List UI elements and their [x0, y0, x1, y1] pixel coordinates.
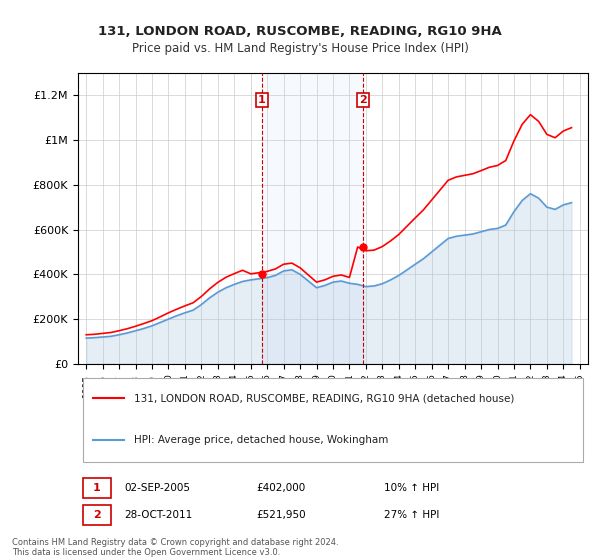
Text: 10% ↑ HPI: 10% ↑ HPI [384, 483, 439, 493]
FancyBboxPatch shape [83, 478, 111, 498]
Text: 27% ↑ HPI: 27% ↑ HPI [384, 510, 439, 520]
Text: HPI: Average price, detached house, Wokingham: HPI: Average price, detached house, Woki… [134, 435, 388, 445]
Text: Contains HM Land Registry data © Crown copyright and database right 2024.
This d: Contains HM Land Registry data © Crown c… [12, 538, 338, 557]
Text: 131, LONDON ROAD, RUSCOMBE, READING, RG10 9HA: 131, LONDON ROAD, RUSCOMBE, READING, RG1… [98, 25, 502, 38]
Text: 1: 1 [258, 95, 266, 105]
FancyBboxPatch shape [83, 505, 111, 525]
Text: 02-SEP-2005: 02-SEP-2005 [124, 483, 190, 493]
Text: 2: 2 [359, 95, 367, 105]
Text: 131, LONDON ROAD, RUSCOMBE, READING, RG10 9HA (detached house): 131, LONDON ROAD, RUSCOMBE, READING, RG1… [134, 393, 514, 403]
Point [257, 269, 266, 278]
Text: 2: 2 [93, 510, 101, 520]
Text: 1: 1 [93, 483, 101, 493]
Point [358, 242, 368, 251]
Text: Price paid vs. HM Land Registry's House Price Index (HPI): Price paid vs. HM Land Registry's House … [131, 42, 469, 55]
Bar [262, 73, 363, 364]
Text: 28-OCT-2011: 28-OCT-2011 [124, 510, 192, 520]
FancyBboxPatch shape [83, 378, 583, 462]
Text: £521,950: £521,950 [257, 510, 306, 520]
Text: £402,000: £402,000 [257, 483, 306, 493]
